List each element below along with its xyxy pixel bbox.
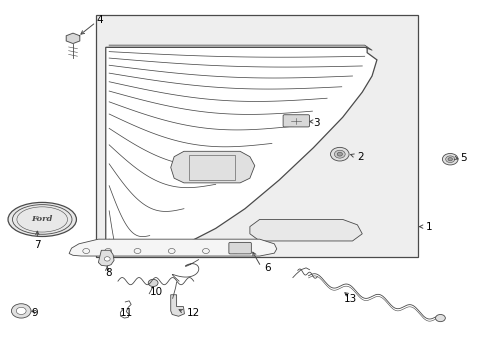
Text: 2: 2 bbox=[357, 152, 364, 162]
Circle shape bbox=[448, 158, 452, 161]
Text: 10: 10 bbox=[149, 287, 163, 297]
Text: 4: 4 bbox=[96, 15, 102, 26]
Circle shape bbox=[436, 315, 445, 321]
Circle shape bbox=[11, 304, 31, 318]
Polygon shape bbox=[171, 151, 255, 183]
Text: 11: 11 bbox=[120, 309, 133, 318]
Text: 1: 1 bbox=[426, 222, 432, 231]
Text: 3: 3 bbox=[314, 118, 320, 128]
Polygon shape bbox=[171, 295, 184, 316]
Polygon shape bbox=[98, 250, 114, 266]
Text: 5: 5 bbox=[460, 153, 466, 163]
Text: 9: 9 bbox=[31, 308, 38, 318]
Circle shape bbox=[148, 279, 158, 287]
Circle shape bbox=[337, 152, 343, 156]
Circle shape bbox=[442, 153, 458, 165]
Polygon shape bbox=[106, 47, 377, 255]
Circle shape bbox=[16, 307, 26, 315]
FancyBboxPatch shape bbox=[283, 115, 310, 127]
FancyBboxPatch shape bbox=[229, 242, 251, 254]
Text: 6: 6 bbox=[265, 263, 271, 273]
Text: 12: 12 bbox=[186, 309, 199, 318]
Text: 7: 7 bbox=[34, 239, 41, 249]
Text: 13: 13 bbox=[343, 294, 357, 304]
Ellipse shape bbox=[8, 202, 76, 237]
Circle shape bbox=[104, 257, 110, 261]
Circle shape bbox=[446, 156, 455, 162]
Circle shape bbox=[331, 147, 349, 161]
Polygon shape bbox=[96, 15, 418, 257]
Polygon shape bbox=[69, 239, 277, 256]
Text: Ford: Ford bbox=[31, 215, 53, 224]
Circle shape bbox=[334, 150, 345, 158]
Text: 8: 8 bbox=[105, 268, 112, 278]
Polygon shape bbox=[250, 220, 362, 241]
Polygon shape bbox=[66, 33, 80, 44]
